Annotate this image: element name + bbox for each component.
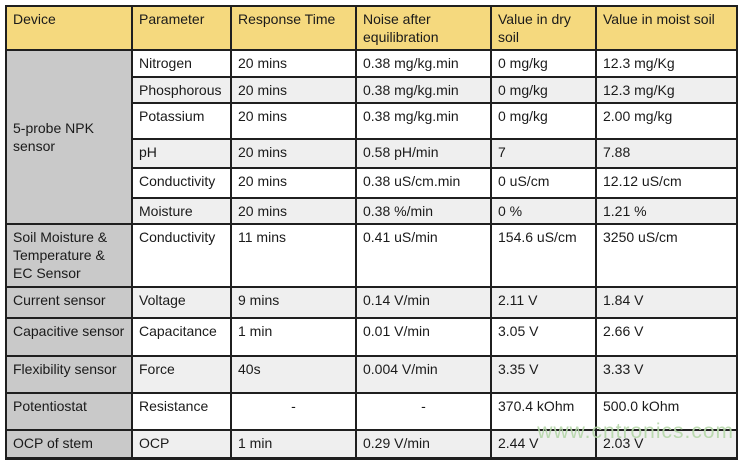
noise-cell: 0.01 V/min [355, 316, 492, 357]
table-row: Conductivity 20 mins 0.38 uS/cm.min 0 uS… [6, 166, 738, 199]
response-time-cell: 20 mins [230, 196, 357, 225]
parameter-cell: pH [131, 137, 232, 169]
value-moist-cell: 7.88 [595, 137, 738, 169]
response-time-cell: 1 min [230, 316, 357, 357]
noise-cell: - [355, 391, 492, 431]
noise-cell: 0.38 mg/kg.min [355, 101, 492, 140]
parameter-cell: Force [131, 354, 232, 394]
table-row: Potentiostat Resistance - - 370.4 kOhm 5… [5, 391, 738, 431]
table-row: Current sensor Voltage 9 mins 0.14 V/min… [5, 285, 738, 319]
noise-cell: 0.38 mg/kg.min [355, 49, 492, 78]
noise-cell: 0.38 %/min [355, 196, 492, 225]
col-header-noise: Noise after equilibration [355, 4, 492, 52]
response-time-cell: 20 mins [230, 101, 357, 140]
table-row: Capacitive sensor Capacitance 1 min 0.01… [5, 316, 738, 357]
col-header-device: Device [5, 4, 133, 52]
response-time-cell: 20 mins [230, 49, 357, 78]
response-time-cell: 1 min [230, 428, 357, 460]
table-row: OCP of stem OCP 1 min 0.29 V/min 2.44 V … [5, 428, 738, 460]
col-header-response-time: Response Time [230, 4, 357, 52]
value-dry-cell: 3.05 V [490, 316, 597, 357]
table-row: Flexibility sensor Force 40s 0.004 V/min… [5, 354, 738, 394]
device-cell-capacitive: Capacitive sensor [5, 316, 133, 357]
noise-cell: 0.41 uS/min [355, 222, 492, 288]
value-moist-cell: 1.84 V [595, 285, 738, 319]
parameter-cell: Phosphorous [131, 75, 232, 104]
parameter-cell: Conductivity [131, 222, 232, 288]
value-moist-cell: 500.0 kOhm [595, 391, 738, 431]
value-dry-cell: 0 % [490, 196, 597, 225]
table-row: 5-probe NPK sensor Nitrogen 20 mins 0.38… [5, 49, 738, 225]
value-moist-cell: 2.00 mg/kg [595, 101, 738, 140]
value-dry-cell: 7 [490, 137, 597, 169]
response-time-cell: 20 mins [230, 75, 357, 104]
value-dry-cell: 2.44 V [490, 428, 597, 460]
table-row: Phosphorous 20 mins 0.38 mg/kg.min 0 mg/… [6, 75, 738, 104]
value-dry-cell: 154.6 uS/cm [490, 222, 597, 288]
noise-cell: 0.38 uS/cm.min [355, 166, 492, 199]
response-time-cell: 11 mins [230, 222, 357, 288]
response-time-cell: 9 mins [230, 285, 357, 319]
value-moist-cell: 2.66 V [595, 316, 738, 357]
noise-cell: 0.29 V/min [355, 428, 492, 460]
response-time-cell: 20 mins [230, 166, 357, 199]
value-dry-cell: 0 mg/kg [490, 101, 597, 140]
header-row: Device Parameter Response Time Noise aft… [5, 4, 738, 52]
parameter-cell: Resistance [131, 391, 232, 431]
table-row: Potassium 20 mins 0.38 mg/kg.min 0 mg/kg… [6, 101, 738, 140]
parameter-cell: Potassium [131, 101, 232, 140]
device-cell-current: Current sensor [5, 285, 133, 319]
response-time-cell: 40s [230, 354, 357, 394]
col-header-parameter: Parameter [131, 4, 232, 52]
parameter-cell: Voltage [131, 285, 232, 319]
noise-cell: 0.38 mg/kg.min [355, 75, 492, 104]
table-row: Moisture 20 mins 0.38 %/min 0 % 1.21 % [6, 196, 738, 225]
parameter-cell: Conductivity [131, 166, 232, 199]
noise-cell: 0.58 pH/min [355, 137, 492, 169]
parameter-cell: OCP [131, 428, 232, 460]
parameter-cell: Nitrogen [131, 49, 232, 78]
device-cell-ocp-stem: OCP of stem [5, 428, 133, 460]
noise-cell: 0.004 V/min [355, 354, 492, 394]
table-row: pH 20 mins 0.58 pH/min 7 7.88 [6, 137, 738, 169]
value-moist-cell: 12.12 uS/cm [595, 166, 738, 199]
value-dry-cell: 370.4 kOhm [490, 391, 597, 431]
value-moist-cell: 12.3 mg/Kg [595, 49, 738, 78]
value-dry-cell: 2.11 V [490, 285, 597, 319]
parameter-cell: Capacitance [131, 316, 232, 357]
parameter-cell: Moisture [131, 196, 232, 225]
value-moist-cell: 3.33 V [595, 354, 738, 394]
device-cell-soil-moisture: Soil Moisture & Temperature & EC Sensor [5, 222, 133, 288]
value-dry-cell: 3.35 V [490, 354, 597, 394]
value-dry-cell: 0 mg/kg [490, 49, 597, 78]
value-moist-cell: 3250 uS/cm [595, 222, 738, 288]
value-moist-cell: 1.21 % [595, 196, 738, 225]
response-time-cell: - [230, 391, 357, 431]
value-dry-cell: 0 uS/cm [490, 166, 597, 199]
value-dry-cell: 0 mg/kg [490, 75, 597, 104]
col-header-value-moist: Value in moist soil [595, 4, 738, 52]
col-header-value-dry: Value in dry soil [490, 4, 597, 52]
noise-cell: 0.14 V/min [355, 285, 492, 319]
device-cell-potentiostat: Potentiostat [5, 391, 133, 431]
device-cell-npk: 5-probe NPK sensor [5, 49, 133, 225]
sensor-comparison-table: Device Parameter Response Time Noise aft… [5, 4, 738, 460]
table-row: Soil Moisture & Temperature & EC Sensor … [5, 222, 738, 288]
value-moist-cell: 2.03 V [595, 428, 738, 460]
value-moist-cell: 12.3 mg/Kg [595, 75, 738, 104]
response-time-cell: 20 mins [230, 137, 357, 169]
device-cell-flexibility: Flexibility sensor [5, 354, 133, 394]
